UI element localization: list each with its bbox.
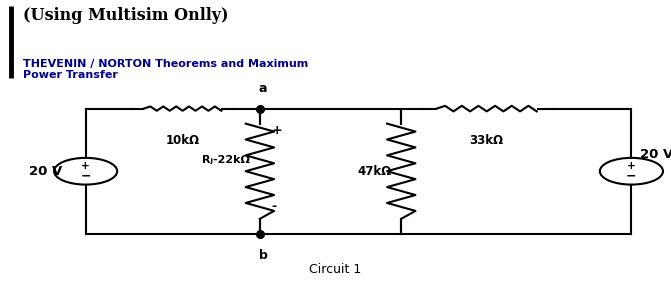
Text: THEVENIN / NORTON Theorems and Maximum
Power Transfer: THEVENIN / NORTON Theorems and Maximum P…	[23, 59, 309, 80]
Text: −: −	[626, 170, 637, 183]
Text: +: +	[272, 124, 282, 137]
Text: 20 V: 20 V	[30, 165, 62, 178]
Text: +: +	[81, 161, 90, 171]
Text: (Using Multisim Onlly): (Using Multisim Onlly)	[23, 7, 229, 24]
Text: 10kΩ: 10kΩ	[166, 134, 200, 147]
Text: 47kΩ: 47kΩ	[357, 165, 391, 178]
Text: -: -	[272, 200, 277, 212]
Text: +: +	[627, 161, 636, 171]
Text: a: a	[259, 82, 268, 95]
Text: 20 V: 20 V	[640, 148, 671, 161]
Text: 33kΩ: 33kΩ	[470, 134, 504, 147]
Text: b: b	[259, 249, 268, 262]
Text: Rⱼ-22kΩ: Rⱼ-22kΩ	[202, 155, 250, 165]
Text: Circuit 1: Circuit 1	[309, 263, 362, 275]
Text: −: −	[81, 170, 91, 183]
